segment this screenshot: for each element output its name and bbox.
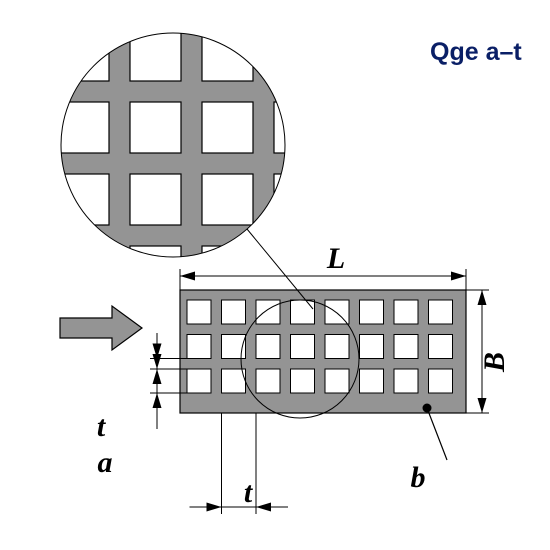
dim-label-b: b [411,461,426,494]
dim-label-t_horiz: t [244,476,254,509]
dim-label-t_vert: t [97,410,107,443]
dim-label-B: B [478,352,511,373]
dim-label-L: L [326,242,345,275]
perforated-plate [180,290,466,413]
dim-label-a: a [98,446,113,479]
diagram-title: Qge a–t [430,38,522,66]
direction-arrow [60,306,142,350]
